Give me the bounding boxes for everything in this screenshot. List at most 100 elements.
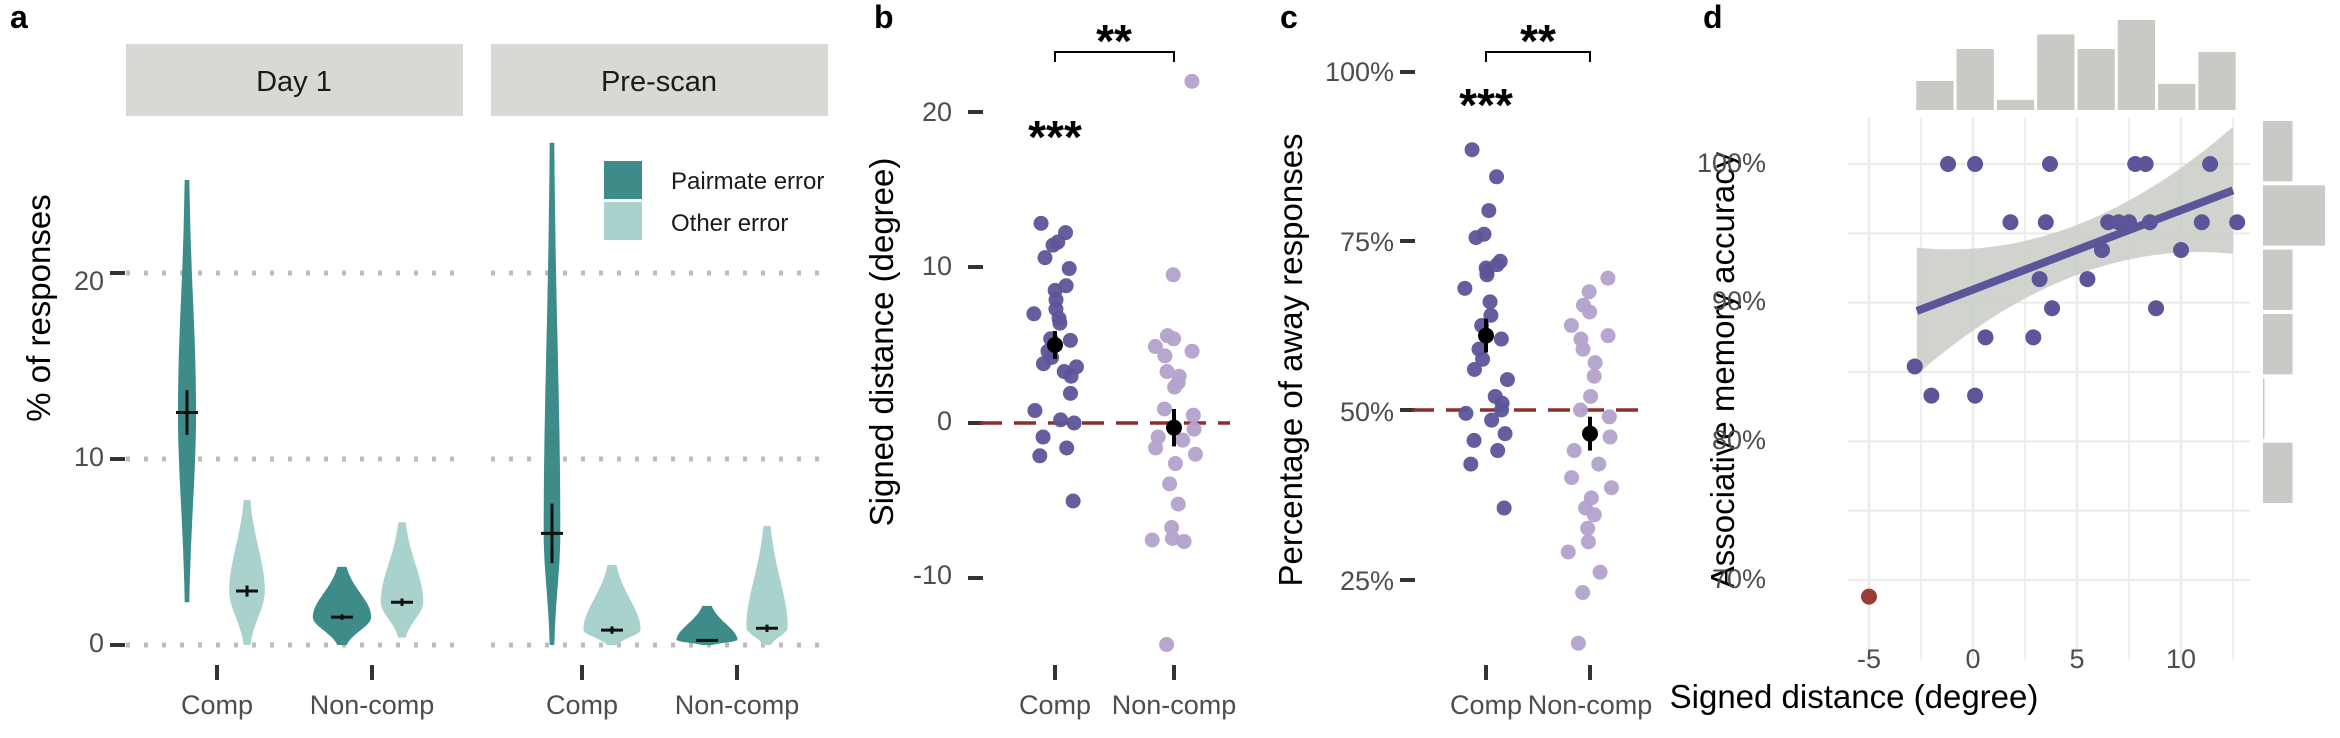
data-point-noncomp bbox=[1586, 368, 1602, 384]
data-point-noncomp bbox=[1560, 544, 1576, 560]
marginal-y-bar bbox=[2263, 121, 2293, 182]
marginal-x-bar bbox=[1956, 49, 1994, 110]
data-point-comp bbox=[1499, 372, 1515, 388]
data-point-comp bbox=[1027, 403, 1043, 419]
data-point-comp bbox=[1482, 294, 1498, 310]
outlier-point bbox=[1861, 588, 1877, 605]
data-point-comp bbox=[1026, 306, 1042, 322]
panel-d-ytick-80: 80% bbox=[1712, 425, 1766, 455]
mean-point bbox=[1582, 425, 1598, 442]
panel-b-xtick-comp: Comp bbox=[1019, 690, 1091, 720]
panel-c-ytick-100: 100% bbox=[1325, 57, 1394, 87]
data-point bbox=[1940, 156, 1957, 172]
data-point-noncomp bbox=[1159, 637, 1175, 653]
data-point bbox=[1906, 358, 1923, 375]
data-point-comp bbox=[1061, 261, 1077, 277]
data-point bbox=[2173, 241, 2189, 258]
data-point-comp bbox=[1066, 415, 1082, 431]
legend-swatch-other bbox=[604, 202, 642, 240]
mean-point bbox=[1478, 327, 1494, 344]
panel-a-ytick-0: 0 bbox=[89, 628, 104, 658]
panel-d-ytick-100: 100% bbox=[1697, 148, 1766, 178]
marginal-x-bar bbox=[1996, 99, 2035, 110]
panel-d-marginal-y-histogram bbox=[2263, 121, 2325, 503]
data-point bbox=[1967, 156, 1984, 172]
panel-b-ytick-10: 10 bbox=[922, 251, 952, 281]
data-point-noncomp bbox=[1600, 270, 1616, 286]
violin-pairmate bbox=[543, 142, 561, 646]
data-point-noncomp bbox=[1187, 446, 1203, 462]
panel-b-sig-between: ** bbox=[1096, 15, 1132, 67]
panel-a-prescan-xtick-noncomp: Non-comp bbox=[675, 690, 800, 720]
panel-a-letter: a bbox=[10, 0, 28, 35]
data-point-comp bbox=[1490, 443, 1506, 459]
data-point-noncomp bbox=[1162, 476, 1178, 492]
data-point bbox=[2044, 300, 2061, 317]
data-point-comp bbox=[1059, 440, 1075, 456]
data-point-noncomp bbox=[1185, 407, 1201, 423]
data-point bbox=[2193, 214, 2210, 231]
data-point-noncomp bbox=[1600, 328, 1616, 344]
panel-b-xtick-noncomp: Non-comp bbox=[1112, 690, 1237, 720]
data-point-noncomp bbox=[1602, 429, 1618, 445]
violin-other bbox=[380, 522, 424, 638]
regression-line bbox=[1915, 186, 2235, 315]
data-point-noncomp bbox=[1586, 507, 1602, 523]
violin-pairmate bbox=[676, 605, 738, 645]
strip-prescan bbox=[491, 44, 828, 116]
mean-point bbox=[1166, 419, 1182, 436]
data-point-comp bbox=[1493, 331, 1509, 347]
panel-c-xtick-comp: Comp bbox=[1450, 690, 1522, 720]
data-point-noncomp bbox=[1165, 267, 1181, 283]
data-point-comp bbox=[1481, 203, 1497, 219]
data-point-noncomp bbox=[1564, 470, 1580, 486]
data-point-comp bbox=[1035, 356, 1051, 372]
panel-d-xtick-10: 10 bbox=[2166, 644, 2196, 674]
legend-label-pairmate: Pairmate error bbox=[671, 168, 824, 195]
panel-d-ylabel: Associative memory accuracy bbox=[1704, 151, 1741, 588]
data-point-noncomp bbox=[1570, 635, 1586, 651]
data-point-noncomp bbox=[1566, 443, 1582, 459]
panel-b-ytick-neg10: -10 bbox=[913, 560, 952, 590]
data-point-comp bbox=[1458, 405, 1474, 421]
data-point-comp bbox=[1466, 432, 1482, 448]
violin-other bbox=[746, 526, 788, 645]
data-point-comp bbox=[1466, 361, 1482, 377]
data-point-comp bbox=[1475, 351, 1491, 367]
panel-c-ytick-25: 25% bbox=[1340, 566, 1394, 596]
panel-d-plot-bg bbox=[1780, 118, 2016, 660]
data-point-noncomp bbox=[1164, 520, 1180, 536]
panel-b-ylabel: Signed distance (degree) bbox=[863, 158, 900, 527]
marginal-y-bar bbox=[2263, 313, 2293, 375]
data-point-noncomp bbox=[1572, 402, 1588, 418]
panel-b-ytick-0: 0 bbox=[937, 406, 952, 436]
data-point-comp bbox=[1457, 280, 1473, 296]
data-point-comp bbox=[1037, 250, 1053, 266]
data-point bbox=[2025, 329, 2042, 346]
data-point-comp bbox=[1063, 368, 1079, 384]
panel-d-ytick-90: 90% bbox=[1712, 286, 1766, 316]
data-point-noncomp bbox=[1184, 343, 1200, 359]
panel-d-plot bbox=[1861, 126, 2246, 605]
data-point-noncomp bbox=[1186, 421, 1202, 437]
data-point bbox=[2037, 214, 2054, 231]
data-point bbox=[2041, 156, 2058, 172]
data-point-noncomp bbox=[1159, 364, 1175, 380]
data-point-comp bbox=[1062, 332, 1078, 348]
data-point-noncomp bbox=[1575, 585, 1591, 601]
data-point-noncomp bbox=[1156, 401, 1172, 417]
data-point-comp bbox=[1493, 402, 1509, 418]
data-point-comp bbox=[1496, 500, 1512, 516]
data-point bbox=[2148, 300, 2165, 317]
data-point-noncomp bbox=[1580, 520, 1596, 536]
data-point-noncomp bbox=[1148, 440, 1164, 456]
panel-a-ytick-20: 20 bbox=[74, 266, 104, 296]
data-point-noncomp bbox=[1601, 409, 1617, 425]
panel-c-sig-vs-reference: *** bbox=[1459, 79, 1513, 131]
data-point-comp bbox=[1468, 230, 1484, 246]
data-point-noncomp bbox=[1575, 341, 1591, 357]
marginal-y-bar bbox=[2263, 442, 2293, 503]
panel-a-day1-xtick-noncomp: Non-comp bbox=[310, 690, 435, 720]
data-point bbox=[2031, 271, 2048, 288]
